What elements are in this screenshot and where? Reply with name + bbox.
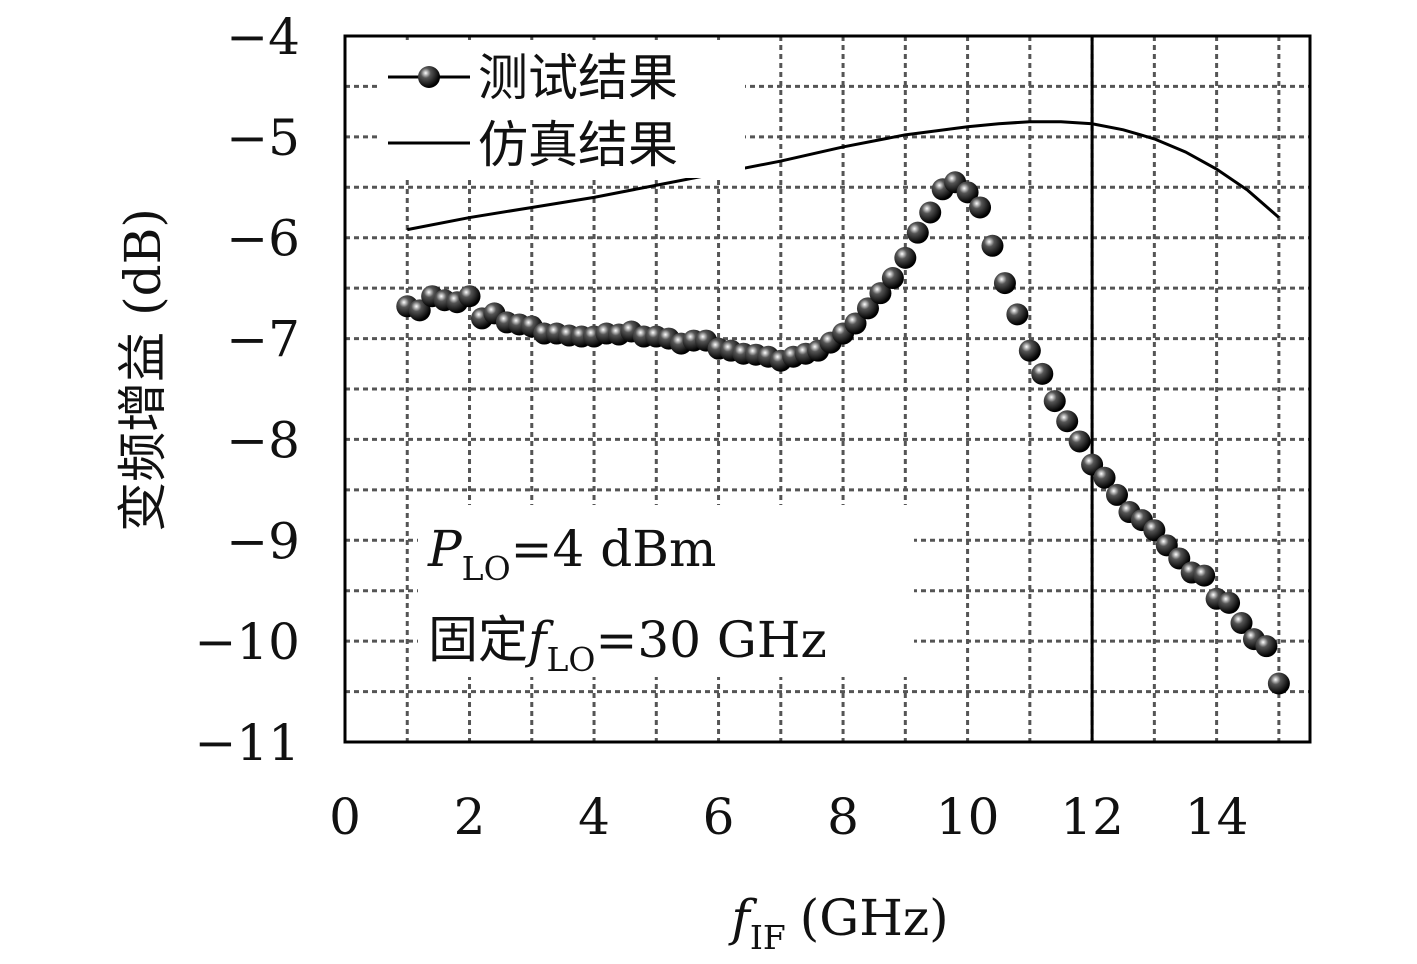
y-tick-label: −8 bbox=[226, 411, 300, 469]
x-axis-title-sub: IF bbox=[750, 918, 786, 957]
x-axis-title: fIF (GHz) bbox=[727, 889, 948, 957]
measured-point bbox=[1193, 564, 1216, 587]
measured-point bbox=[1056, 410, 1079, 433]
measured-point bbox=[1168, 547, 1191, 570]
measured-point bbox=[1143, 519, 1166, 542]
y-tick-label: −6 bbox=[226, 210, 300, 268]
y-axis-title: 变频增益 (dB) bbox=[114, 208, 172, 532]
annotation-lo-sub: LO bbox=[547, 640, 596, 679]
measured-point bbox=[919, 201, 942, 224]
x-tick-label: 12 bbox=[1060, 788, 1124, 846]
plot-frame bbox=[343, 34, 1312, 744]
measured-point bbox=[1006, 303, 1029, 326]
annotation-box bbox=[418, 505, 914, 677]
y-tick-label: −10 bbox=[194, 613, 300, 671]
x-tick-label: 2 bbox=[454, 788, 486, 846]
measured-point bbox=[856, 297, 879, 320]
y-axis-ticks: −4 −5 −6 −7 −8 −9 −10 −11 bbox=[194, 8, 300, 772]
annotation-power: PLO=4 dBm bbox=[427, 520, 716, 588]
x-axis-title-unit: (GHz) bbox=[800, 889, 949, 947]
measured-point bbox=[1255, 635, 1278, 658]
measured-point bbox=[1230, 611, 1253, 634]
y-tick-label: −5 bbox=[226, 109, 300, 167]
measured-point bbox=[969, 196, 992, 219]
annotation-power-value: =4 dBm bbox=[511, 520, 717, 578]
measured-point bbox=[1093, 466, 1116, 489]
x-tick-label: 10 bbox=[936, 788, 1000, 846]
simulation-series bbox=[406, 120, 1280, 232]
measured-point bbox=[1018, 339, 1041, 362]
measured-point bbox=[1031, 362, 1054, 385]
measured-point bbox=[956, 181, 979, 204]
legend-label-simulated: 仿真结果 bbox=[478, 116, 678, 174]
legend-box bbox=[380, 40, 745, 178]
annotation-power-sub: LO bbox=[462, 549, 511, 588]
measured-point bbox=[458, 285, 481, 308]
annotation: PLO=4 dBm 固定fLO=30 GHz bbox=[427, 520, 827, 679]
measured-point bbox=[1106, 483, 1128, 506]
measured-point bbox=[906, 221, 929, 244]
x-tick-label: 6 bbox=[703, 788, 735, 846]
annotation-lo-frequency: 固定fLO=30 GHz bbox=[428, 611, 827, 679]
measured-point bbox=[993, 272, 1016, 295]
y-tick-label: −11 bbox=[194, 714, 300, 772]
measured-point bbox=[844, 312, 867, 335]
y-tick-label: −9 bbox=[226, 512, 300, 570]
x-axis-ticks: 0 2 4 6 8 10 12 14 bbox=[329, 788, 1248, 846]
legend-point-measured bbox=[418, 66, 440, 88]
measured-point bbox=[981, 234, 1004, 257]
measured-point bbox=[1043, 390, 1066, 413]
legend-marker-measured bbox=[388, 66, 470, 88]
measured-point bbox=[1218, 591, 1241, 614]
y-tick-label: −7 bbox=[226, 311, 300, 369]
x-tick-label: 14 bbox=[1185, 788, 1249, 846]
measured-point bbox=[881, 267, 904, 290]
x-tick-label: 4 bbox=[578, 788, 610, 846]
measured-point bbox=[894, 246, 917, 269]
x-tick-label: 8 bbox=[827, 788, 859, 846]
measured-point bbox=[869, 282, 892, 305]
legend-label-measured: 测试结果 bbox=[478, 49, 678, 107]
measured-point bbox=[1068, 430, 1091, 453]
x-tick-label: 0 bbox=[329, 788, 361, 846]
legend: 测试结果 仿真结果 bbox=[388, 49, 678, 174]
y-tick-label: −4 bbox=[226, 8, 300, 66]
annotation-power-symbol: P bbox=[427, 520, 463, 578]
measured-point bbox=[1267, 672, 1290, 695]
annotation-boxes bbox=[380, 40, 914, 677]
annotation-lo-value: =30 GHz bbox=[595, 611, 826, 669]
simulation-curve bbox=[406, 120, 1280, 232]
measurement-series bbox=[396, 171, 1290, 695]
annotation-lo-prefix: 固定 bbox=[428, 611, 528, 669]
measured-point bbox=[408, 299, 431, 322]
